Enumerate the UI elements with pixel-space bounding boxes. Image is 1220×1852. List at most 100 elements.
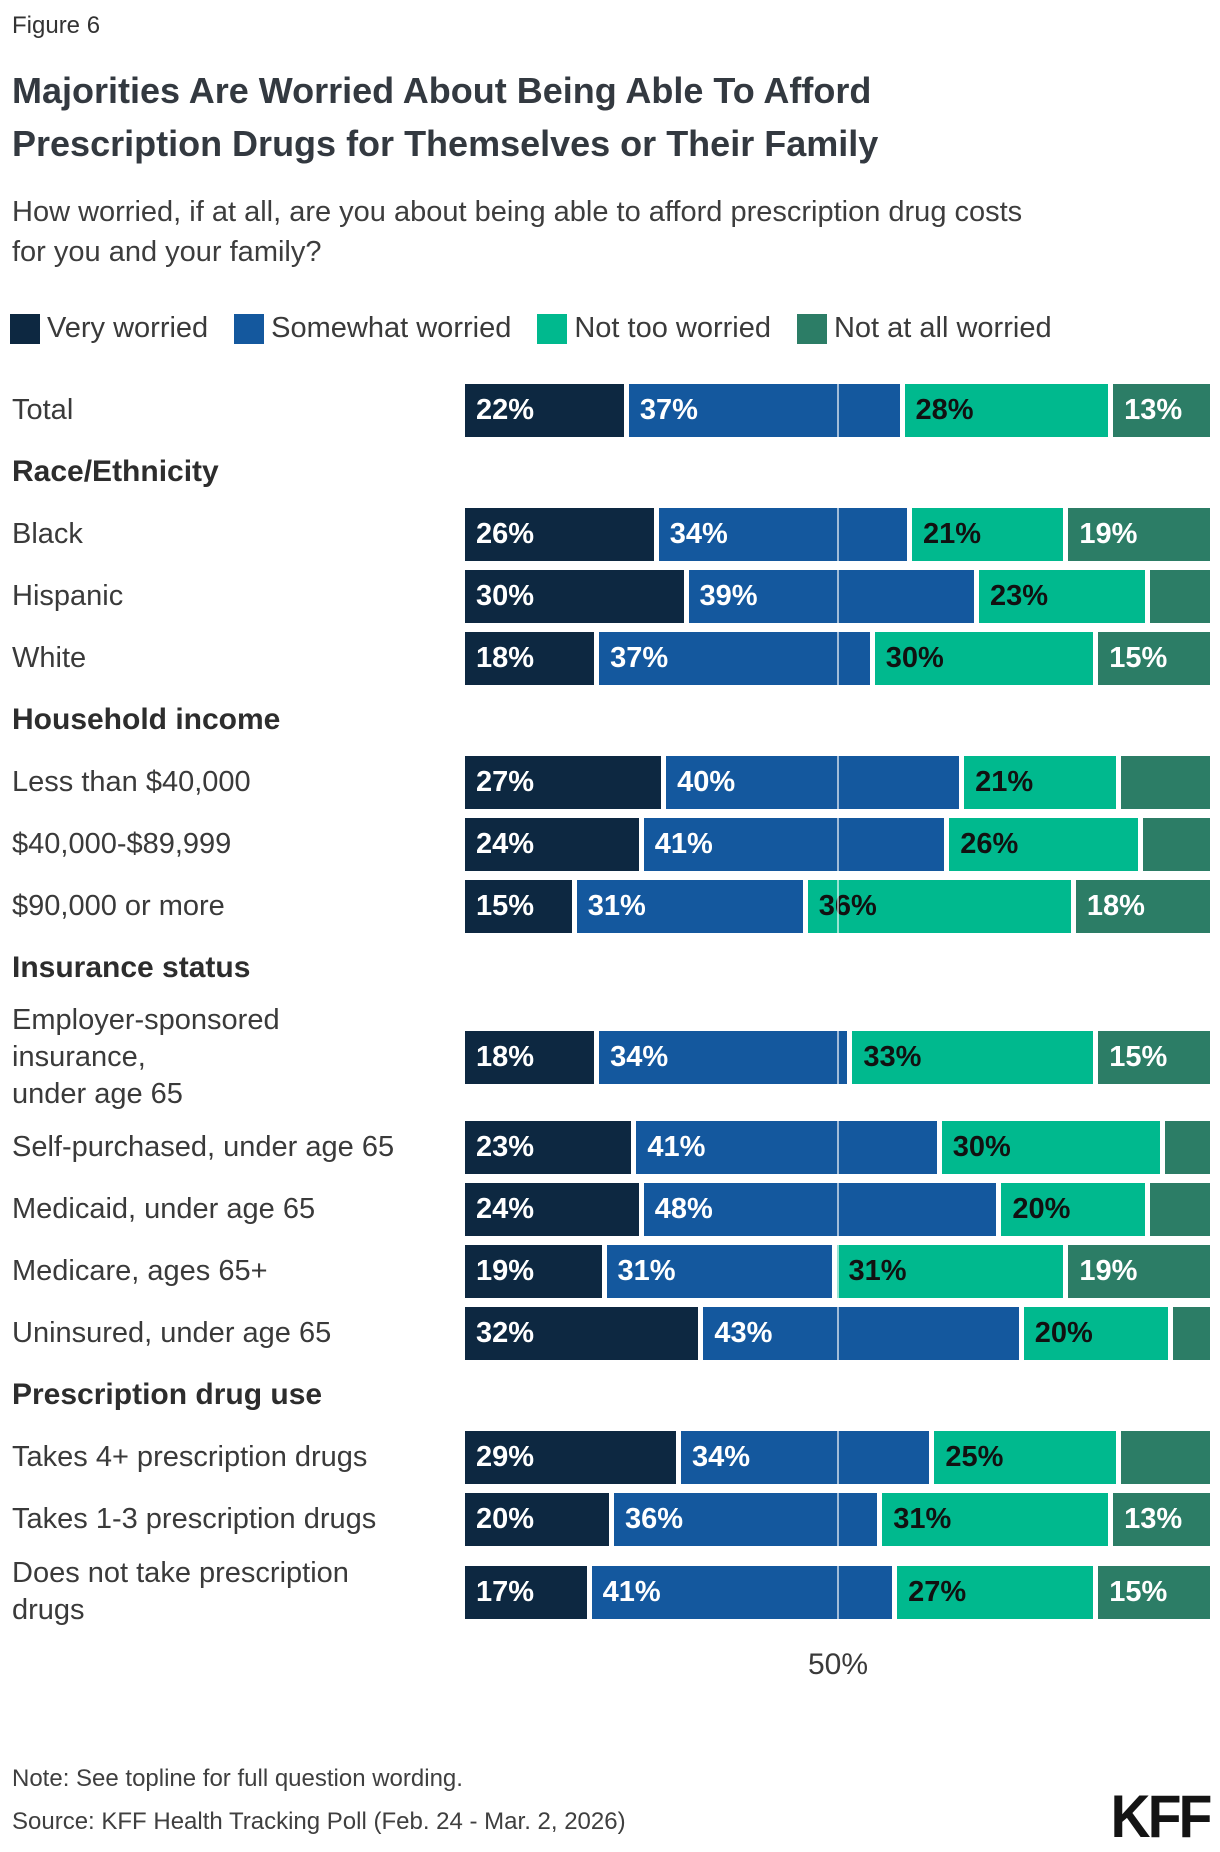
row-label: Employer-sponsored insurance, under age … <box>12 1004 280 1110</box>
segment-value-label: 33% <box>863 1041 922 1073</box>
fifty-percent-gridline <box>836 507 839 561</box>
stacked-bar: 24% 41% 26% <box>465 817 1210 871</box>
legend-label: Very worried <box>47 312 209 344</box>
segment-value-label: 41% <box>602 1575 661 1608</box>
bar-segment-not-too-worried: 20% <box>1001 1182 1151 1236</box>
stacked-bar: 17% 41% 27% 15% <box>465 1565 1210 1619</box>
segment-value-label: 26% <box>960 827 1019 860</box>
bar-segment-very-worried: 26% <box>465 507 659 561</box>
bar-row: Hispanic 30% 39% 23% <box>12 565 1210 627</box>
bar-segment-not-at-all-worried: 15% <box>1098 631 1210 685</box>
segment-value-label: 31% <box>617 1254 676 1287</box>
bar-segment-not-at-all-worried: 13% <box>1113 1492 1210 1546</box>
segment-value-label: 32% <box>476 1316 535 1349</box>
bar-segment-not-at-all-worried <box>1150 569 1210 623</box>
bar-segment-somewhat-worried: 31% <box>576 879 808 933</box>
segment-value-label: 30% <box>476 579 535 612</box>
legend-label: Not at all worried <box>833 312 1052 344</box>
segment-value-label: 21% <box>975 765 1034 798</box>
row-label: Medicaid, under age 65 <box>12 1192 316 1225</box>
legend: Very worried Somewhat worried Not too worr… <box>10 312 1078 345</box>
bar-segment-somewhat-worried: 41% <box>591 1565 898 1619</box>
bar-segment-somewhat-worried: 36% <box>614 1492 883 1546</box>
bar-segment-not-too-worried: 25% <box>934 1430 1121 1484</box>
fifty-percent-gridline <box>836 1120 839 1174</box>
stacked-bar: 18% 34% 33% 15% <box>465 1031 1210 1084</box>
bar-segment-very-worried: 27% <box>465 755 667 809</box>
legend-label: Somewhat worried <box>271 312 512 344</box>
bar-row: White 18% 37% 30% 15% <box>12 627 1210 689</box>
segment-value-label: 30% <box>952 1130 1011 1163</box>
segment-value-label: 34% <box>692 1440 751 1473</box>
bar-row: $90,000 or more 15% 31% 36% 18% <box>12 875 1210 937</box>
bar-row: Total 22% 37% 28% 13% <box>12 379 1210 441</box>
segment-value-label: 29% <box>476 1440 535 1473</box>
bar-segment-very-worried: 17% <box>465 1565 592 1619</box>
bar-segment-very-worried: 23% <box>465 1120 637 1174</box>
legend-item: Very worried <box>10 312 208 345</box>
segment-value-label: 24% <box>476 1192 535 1225</box>
fifty-percent-gridline <box>836 1565 839 1619</box>
note-text: Note: See topline for full question word… <box>12 1765 463 1792</box>
bar-segment-not-too-worried: 31% <box>882 1492 1114 1546</box>
bar-segment-not-at-all-worried <box>1142 817 1210 871</box>
row-label: $40,000-$89,999 <box>12 827 232 860</box>
bar-segment-not-too-worried: 33% <box>852 1031 1099 1084</box>
segment-value-label: 28% <box>915 393 974 426</box>
legend-swatch-icon <box>796 313 827 344</box>
stacked-bar: 19% 31% 31% 19% <box>465 1244 1210 1298</box>
fifty-percent-gridline <box>836 1182 839 1236</box>
chart: Total 22% 37% 28% 13% Race/Ethnicity Black 26% 3… <box>12 379 1210 1681</box>
figure-label: Figure 6 <box>12 12 101 39</box>
bar-segment-somewhat-worried: 48% <box>643 1182 1002 1236</box>
segment-value-label: 23% <box>990 579 1049 612</box>
segment-value-label: 20% <box>1034 1316 1093 1349</box>
bar-segment-not-too-worried: 20% <box>1023 1306 1173 1360</box>
segment-value-label: 37% <box>610 641 669 674</box>
bar-segment-not-too-worried: 30% <box>941 1120 1166 1174</box>
bar-segment-not-too-worried: 36% <box>807 879 1076 933</box>
bar-segment-somewhat-worried: 34% <box>681 1430 935 1484</box>
segment-value-label: 21% <box>922 517 982 550</box>
legend-item: Somewhat worried <box>234 312 511 345</box>
section-header: Prescription drug use <box>12 1378 323 1411</box>
segment-value-label: 36% <box>625 1502 684 1535</box>
segment-value-label: 18% <box>476 1041 535 1073</box>
segment-value-label: 15% <box>1109 641 1168 674</box>
segment-value-label: 41% <box>647 1130 706 1163</box>
bar-segment-very-worried: 20% <box>465 1492 614 1546</box>
segment-value-label: 43% <box>714 1316 773 1349</box>
bar-segment-not-at-all-worried: 15% <box>1098 1565 1210 1619</box>
bar-segment-not-too-worried: 30% <box>874 631 1099 685</box>
legend-swatch-icon <box>537 313 568 344</box>
fifty-percent-gridline <box>836 1031 839 1084</box>
segment-value-label: 31% <box>848 1254 907 1287</box>
segment-value-label: 23% <box>476 1130 535 1163</box>
page-title: Majorities Are Worried About Being Able … <box>12 70 879 164</box>
bar-segment-very-worried: 24% <box>465 1182 644 1236</box>
bar-segment-not-too-worried: 21% <box>964 755 1121 809</box>
bar-segment-somewhat-worried: 41% <box>636 1120 942 1174</box>
bar-segment-somewhat-worried: 40% <box>666 755 965 809</box>
segment-value-label: 19% <box>1079 517 1138 550</box>
bar-segment-not-too-worried: 28% <box>904 383 1114 437</box>
bar-segment-somewhat-worried: 41% <box>643 817 950 871</box>
bar-segment-not-at-all-worried: 19% <box>1068 507 1210 561</box>
bar-row: Medicaid, under age 65 24% 48% 20% <box>12 1178 1210 1240</box>
row-label: Medicare, ages 65+ <box>12 1254 268 1287</box>
bar-row: $40,000-$89,999 24% 41% 26% <box>12 813 1210 875</box>
segment-value-label: 15% <box>1109 1041 1168 1073</box>
segment-value-label: 37% <box>639 393 698 426</box>
stacked-bar: 26% 34% 21% 19% <box>465 507 1210 561</box>
bar-segment-somewhat-worried: 34% <box>658 507 912 561</box>
bar-row: Takes 4+ prescription drugs 29% 34% 25% <box>12 1426 1210 1488</box>
bar-segment-very-worried: 18% <box>465 1031 600 1084</box>
segment-value-label: 20% <box>1012 1192 1071 1225</box>
bar-row: Black 26% 34% 21% 19% <box>12 503 1210 565</box>
segment-value-label: 34% <box>610 1041 669 1073</box>
bar-segment-very-worried: 30% <box>465 569 689 623</box>
bar-segment-not-too-worried: 23% <box>979 569 1151 623</box>
bar-segment-very-worried: 15% <box>465 879 577 933</box>
segment-value-label: 19% <box>1079 1254 1138 1287</box>
